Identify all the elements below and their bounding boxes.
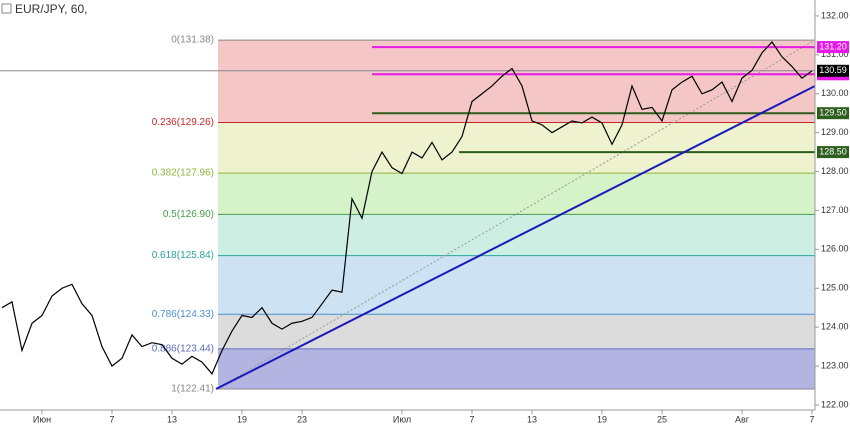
- plot: 0(131.38) 0.236(129.26) 0.382(127.96) 0.5(1…: [0, 35, 816, 395]
- axis-price-tag: [817, 146, 849, 159]
- y-tick-label: 124.00: [821, 322, 849, 332]
- chart-title: EUR/JPY, 60,: [15, 2, 87, 16]
- x-tick-label: 19: [237, 414, 247, 424]
- fib-level-label: 1(122.41): [171, 384, 214, 395]
- fib-zone: [218, 40, 815, 123]
- fib-level-label: 0.618(125.84): [152, 250, 214, 261]
- y-tick-label: 125.00: [821, 283, 849, 293]
- fib-zone: [218, 255, 815, 315]
- axis-price-tag-label: 131.20: [819, 41, 847, 51]
- x-tick-label: 13: [527, 414, 537, 424]
- y-tick-label: 126.00: [821, 244, 849, 254]
- fib-zone: [218, 122, 815, 174]
- price-series: [1, 41, 813, 375]
- x-tick-label: 7: [109, 414, 114, 424]
- x-tick-label: Июл: [393, 414, 411, 424]
- axis-price-tag-label: 130.59: [819, 65, 847, 75]
- fib-level-label: 0.382(127.96): [152, 168, 214, 179]
- fib-zone: [218, 214, 815, 256]
- fib-level-label: 0.886(123.44): [152, 344, 214, 355]
- y-tick-label: 127.00: [821, 205, 849, 215]
- fib-level-label: 0.5(126.90): [163, 209, 214, 220]
- y-tick-label: 130.00: [821, 88, 849, 98]
- fib-anchor-line: [215, 39, 816, 390]
- y-tick-label: 131.00: [821, 49, 849, 59]
- fib-zone: [218, 173, 815, 215]
- y-tick-label: 132.00: [821, 10, 849, 20]
- axis-price-tag-label: 128.50: [819, 146, 847, 156]
- y-tick-label: 128.00: [821, 166, 849, 176]
- y-tick-label: 129.00: [821, 127, 849, 137]
- trendline: [215, 85, 816, 390]
- x-tick-label: Авг: [735, 414, 750, 424]
- symbol-icon[interactable]: [1, 3, 12, 14]
- fib-level-label: 0.786(124.33): [152, 309, 214, 320]
- x-tick-label: 25: [657, 414, 667, 424]
- x-tick-label: 13: [167, 414, 177, 424]
- y-tick-label: 123.00: [821, 360, 849, 370]
- axis-price-tag-label: 129.50: [819, 108, 847, 118]
- x-tick-label: 19: [597, 414, 607, 424]
- x-tick-label: 7: [469, 414, 474, 424]
- fib-zone: [218, 348, 815, 389]
- axis-price-tag: [817, 41, 849, 54]
- fib-level-label: 0.236(129.26): [152, 117, 214, 128]
- x-tick-label: 7: [809, 414, 814, 424]
- x-tick-label: 23: [297, 414, 307, 424]
- fib-level-label: 0(131.38): [171, 35, 214, 46]
- fib-zone: [218, 314, 815, 349]
- axis-price-tag: [817, 107, 849, 120]
- x-tick-label: Июн: [33, 414, 51, 424]
- axis-price-tag: [817, 64, 849, 77]
- y-tick-label: 122.00: [821, 399, 849, 409]
